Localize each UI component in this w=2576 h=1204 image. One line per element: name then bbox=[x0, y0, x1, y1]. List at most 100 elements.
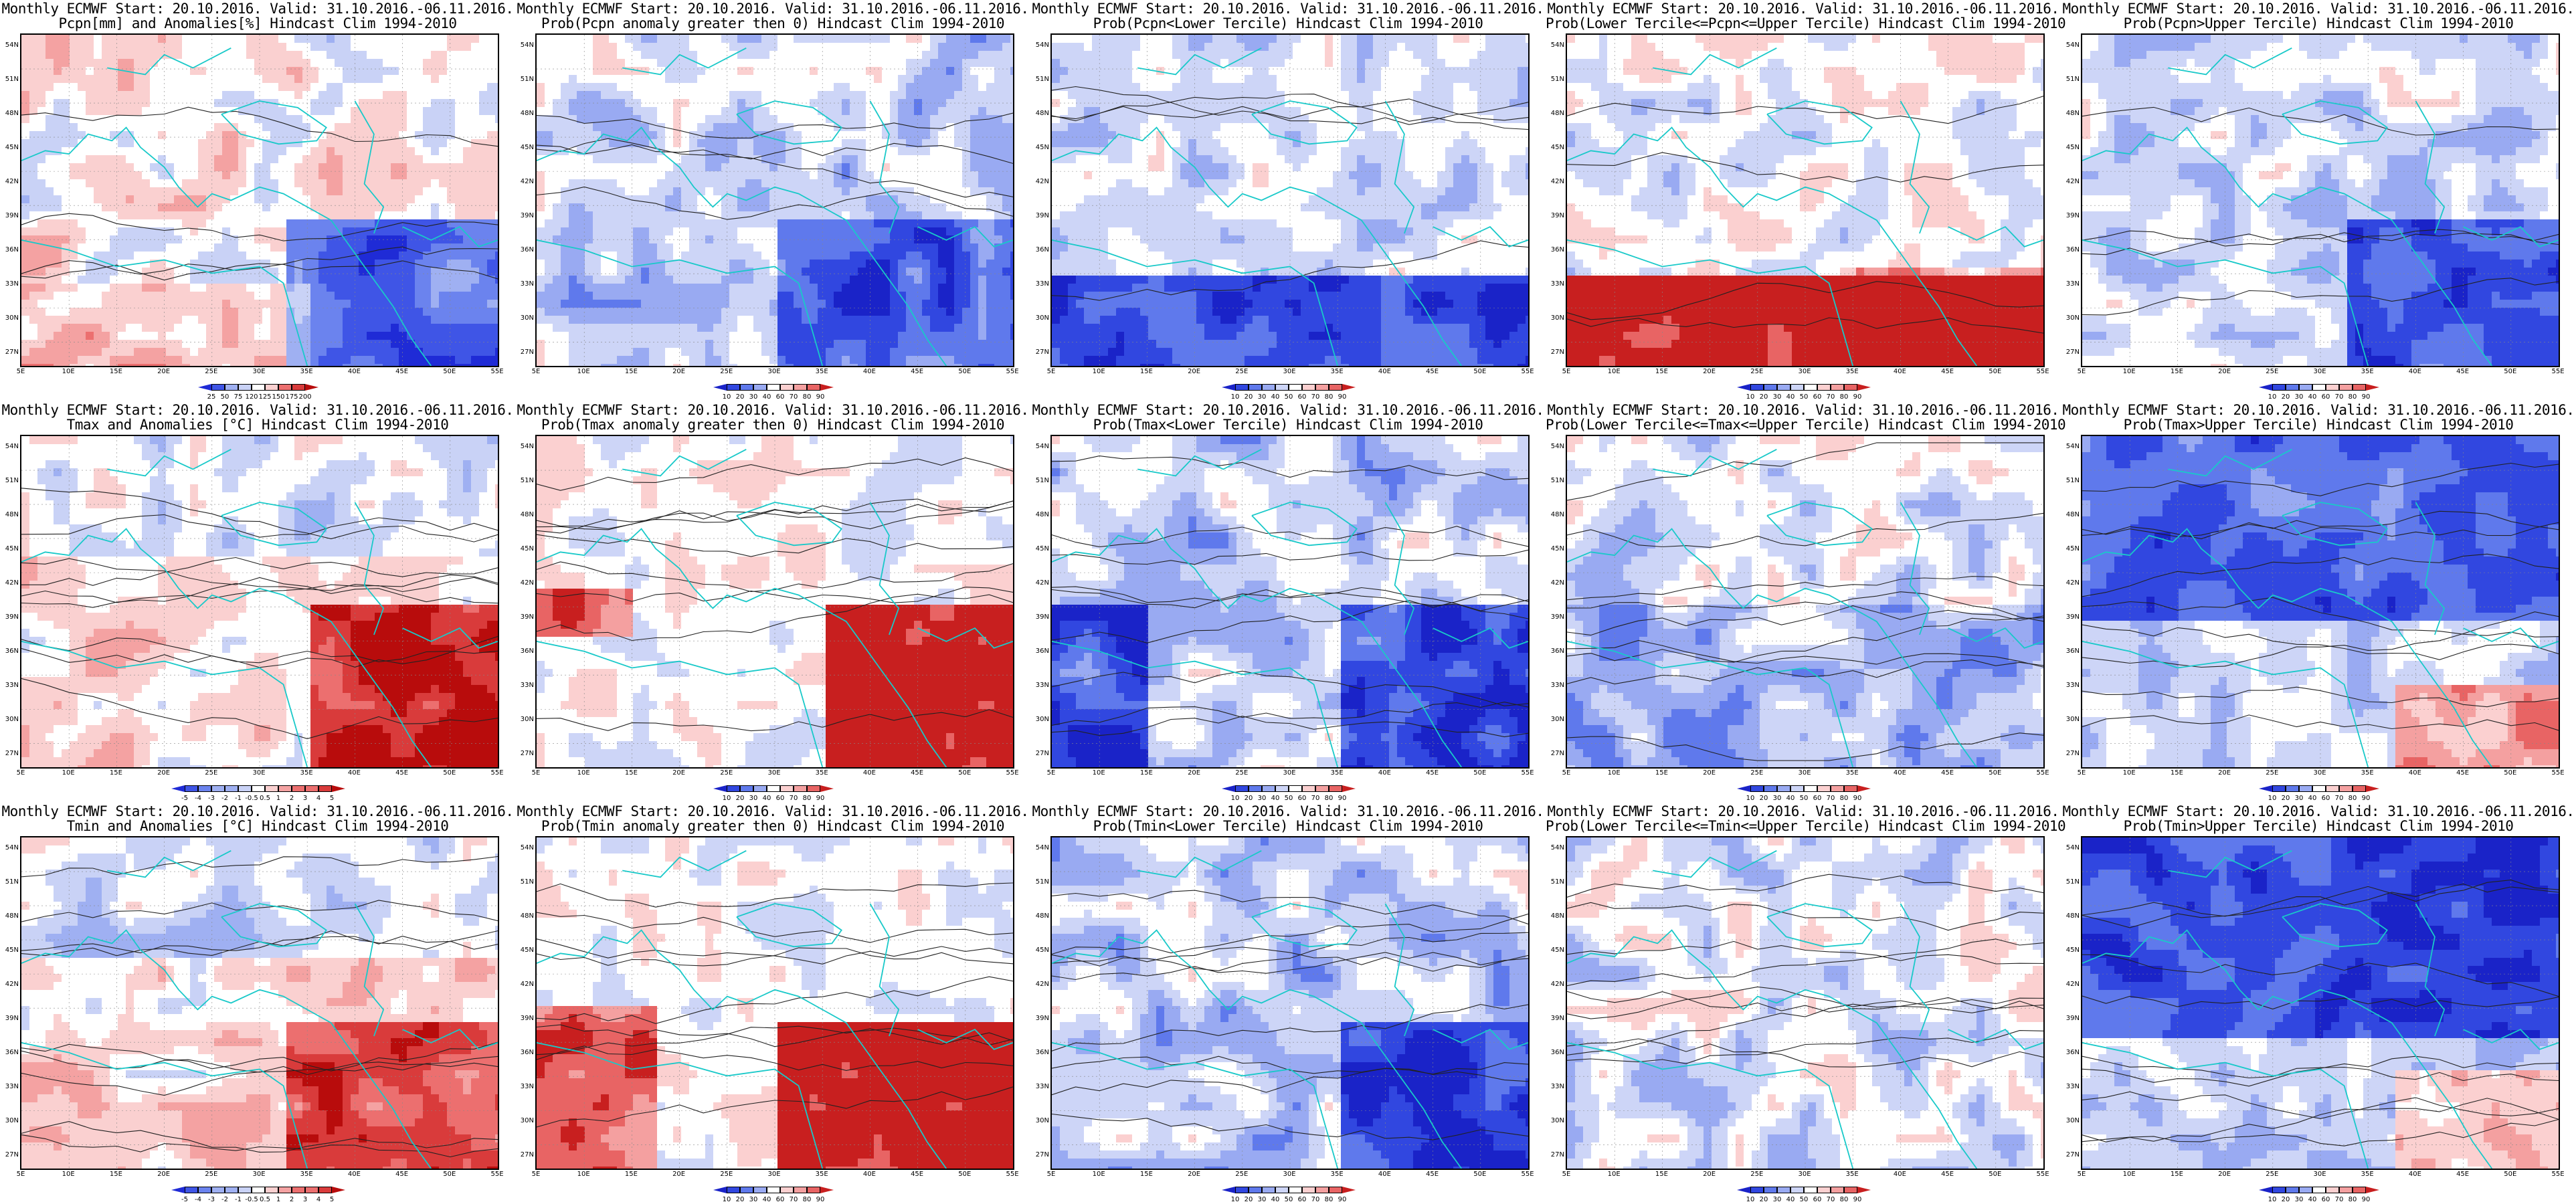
lat-tick-label: 27N bbox=[1030, 348, 1049, 356]
lat-tick-label: 51N bbox=[1030, 477, 1049, 484]
isoline bbox=[2082, 553, 2559, 597]
lat-tick-label: 45N bbox=[2061, 946, 2080, 954]
lon-tick-label: 55E bbox=[490, 769, 503, 777]
lat-tick-label: 39N bbox=[1030, 613, 1049, 621]
lon-tick-label: 30E bbox=[252, 368, 265, 375]
isoline bbox=[21, 900, 498, 922]
colorbar-label: 10 bbox=[723, 1196, 731, 1203]
lat-tick-label: 48N bbox=[1546, 511, 1564, 518]
isoline bbox=[1052, 456, 1528, 480]
colorbar-label: 50 bbox=[1800, 393, 1809, 401]
lon-tick-label: 15E bbox=[1140, 368, 1153, 375]
lon-tick-label: 50E bbox=[2504, 769, 2516, 777]
lat-tick-label: 30N bbox=[0, 314, 19, 322]
lon-tick-label: 10E bbox=[1608, 1171, 1621, 1178]
colorbar-swatch bbox=[265, 1187, 278, 1193]
lon-tick-label: 20E bbox=[2218, 1171, 2231, 1178]
lat-tick-label: 36N bbox=[0, 647, 19, 655]
colorbar-swatch bbox=[780, 384, 794, 391]
colorbar bbox=[2259, 384, 2379, 391]
colorbar-arrow bbox=[198, 384, 211, 391]
colorbar-label: 90 bbox=[1853, 795, 1862, 802]
lat-tick-label: 36N bbox=[1030, 647, 1049, 655]
colorbar-swatch bbox=[1750, 785, 1764, 792]
panel-title-line1: Monthly ECMWF Start: 20.10.2016. Valid: … bbox=[1030, 804, 1546, 819]
colorbar-label: 40 bbox=[763, 795, 771, 802]
colorbar-swatch bbox=[1302, 384, 1315, 391]
colorbar-swatch bbox=[252, 785, 265, 792]
coastline bbox=[2082, 929, 2493, 1169]
isoline bbox=[1052, 702, 1528, 726]
lat-tick-label: 48N bbox=[1030, 511, 1049, 518]
lat-tick-label: 42N bbox=[515, 178, 534, 185]
lat-tick-label: 39N bbox=[0, 613, 19, 621]
lat-tick-label: 36N bbox=[2061, 246, 2080, 254]
lat-tick-label: 36N bbox=[2061, 1049, 2080, 1056]
coastline bbox=[2415, 903, 2446, 1037]
coastline bbox=[402, 627, 498, 649]
lon-tick-label: 40E bbox=[2409, 769, 2421, 777]
lon-tick-label: 5E bbox=[2078, 769, 2086, 777]
lon-tick-label: 20E bbox=[672, 769, 685, 777]
lon-tick-label: 25E bbox=[2266, 368, 2278, 375]
coastline bbox=[1900, 903, 1930, 1037]
lon-tick-label: 5E bbox=[532, 1171, 541, 1178]
colorbar-label: -0.5 bbox=[245, 795, 258, 802]
lon-tick-label: 35E bbox=[816, 1171, 828, 1178]
lon-tick-label: 55E bbox=[2551, 769, 2564, 777]
lon-tick-label: 20E bbox=[1188, 769, 1200, 777]
lon-tick-label: 50E bbox=[1473, 769, 1486, 777]
isoline bbox=[21, 260, 498, 281]
coastline bbox=[354, 903, 385, 1037]
colorbar-swatch bbox=[305, 785, 318, 792]
lat-tick-label: 39N bbox=[1030, 1015, 1049, 1022]
colorbar-label: 70 bbox=[2335, 393, 2344, 401]
lon-tick-label: 30E bbox=[1283, 1171, 1295, 1178]
lon-tick-label: 15E bbox=[2171, 769, 2183, 777]
isoline bbox=[1567, 902, 2043, 931]
lat-tick-label: 45N bbox=[1030, 946, 1049, 954]
isoline bbox=[537, 593, 1013, 641]
colorbar-label: 60 bbox=[1298, 795, 1307, 802]
colorbar-label: 60 bbox=[1813, 393, 1822, 401]
colorbar-swatch bbox=[740, 1187, 753, 1193]
lat-tick-label: 42N bbox=[0, 579, 19, 587]
lat-tick-label: 48N bbox=[515, 912, 534, 920]
lat-tick-label: 42N bbox=[1030, 579, 1049, 587]
lat-tick-label: 54N bbox=[1546, 844, 1564, 851]
colorbar-swatch bbox=[1844, 785, 1857, 792]
colorbar-swatch bbox=[318, 1187, 332, 1193]
isoline bbox=[1567, 281, 2043, 320]
lat-tick-label: 45N bbox=[515, 144, 534, 151]
colorbar-label: 30 bbox=[2295, 795, 2304, 802]
coastline bbox=[917, 627, 1013, 649]
lat-tick-label: 42N bbox=[1546, 178, 1564, 185]
map-panel-tmin_mid: Monthly ECMWF Start: 20.10.2016. Valid: … bbox=[1546, 803, 2066, 1204]
lat-tick-label: 39N bbox=[1546, 1015, 1564, 1022]
lat-tick-label: 36N bbox=[0, 1049, 19, 1056]
colorbar-arrow bbox=[171, 1187, 185, 1193]
panel-title-line2: Prob(Tmin anomaly greater then 0) Hindca… bbox=[515, 819, 1030, 833]
lat-tick-label: 33N bbox=[1030, 682, 1049, 689]
isoline bbox=[1052, 240, 1528, 301]
colorbar-swatch bbox=[1777, 785, 1790, 792]
colorbar-swatch bbox=[753, 785, 767, 792]
colorbar-swatch bbox=[1275, 384, 1289, 391]
colorbar-label: -5 bbox=[181, 1196, 188, 1203]
colorbar-swatch bbox=[2299, 785, 2312, 792]
lon-tick-label: 5E bbox=[2078, 1171, 2086, 1178]
isoline bbox=[537, 976, 1013, 1024]
isoline bbox=[537, 186, 1013, 220]
lon-tick-label: 25E bbox=[2266, 769, 2278, 777]
lat-tick-label: 54N bbox=[2061, 41, 2080, 49]
colorbar bbox=[713, 785, 834, 792]
colorbar-swatch bbox=[753, 1187, 767, 1193]
colorbar-swatch bbox=[252, 384, 265, 391]
colorbar-swatch bbox=[753, 384, 767, 391]
lon-tick-label: 15E bbox=[1140, 769, 1153, 777]
lat-tick-label: 54N bbox=[515, 41, 534, 49]
colorbar-label: 0.5 bbox=[260, 1196, 270, 1203]
shaded-field bbox=[21, 837, 498, 1169]
colorbar-label: 75 bbox=[234, 393, 243, 401]
colorbar-swatch bbox=[2286, 384, 2299, 391]
